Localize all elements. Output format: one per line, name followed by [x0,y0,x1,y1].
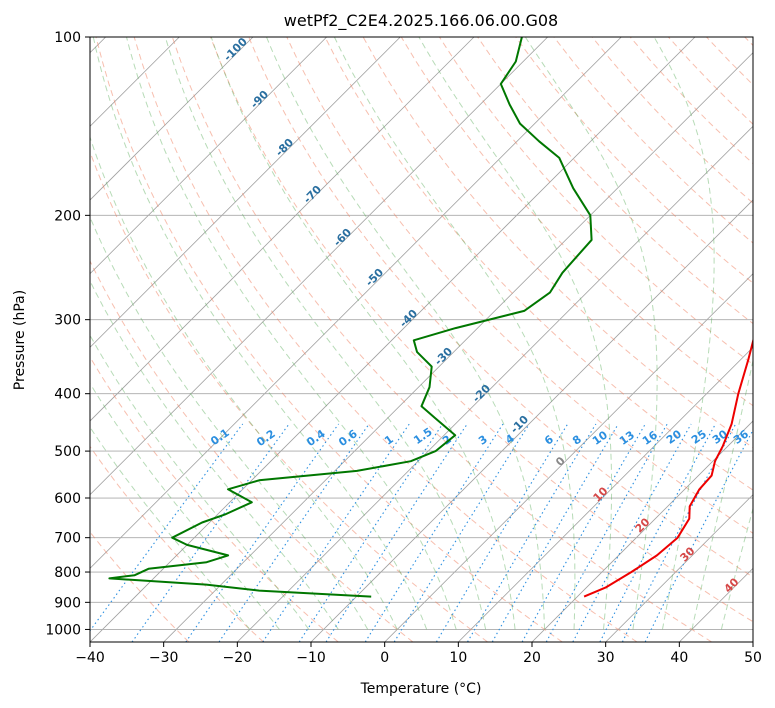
isotherm-line [90,37,548,496]
dry-adiabat-line [90,445,264,642]
moist-adiabat-line [164,37,487,630]
x-tick-label: 0 [380,650,389,666]
moist-adiabat-line [90,426,251,630]
dry-adiabat-line [133,37,638,642]
isotherm-line [90,37,327,275]
mixing-ratio-line [218,423,370,642]
mixing-ratio-line [491,423,619,642]
isotherm-line [605,494,753,642]
moist-adiabat-line [333,37,576,630]
mixing-ratio-line [131,423,290,642]
moist-adiabat-line [653,37,715,630]
x-tick-label: 10 [449,650,467,666]
plot-area: 0.1 0.2 0.4 0.6 1 1.5 2 3 4 6 8 10 13 16 20 25 30 36-100-… [90,37,753,642]
x-tick-label: 20 [523,650,541,666]
moist-adiabat-line [90,382,280,630]
x-tick-label: 40 [670,650,688,666]
isotherm-line [90,37,622,569]
temperature-profile-line [583,337,753,598]
isotherm-line [458,346,753,642]
moist-adiabat-line [90,334,310,630]
chart-title: wetPf2_C2E4.2025.166.06.00.G08 [284,11,558,31]
y-tick-label: 800 [54,565,81,581]
x-tick-label: −30 [149,650,179,666]
x-tick-label: −20 [223,650,253,666]
dry-adiabat-line [286,37,753,534]
dewpoint-profile-line [108,37,593,598]
dry-adiabat-line [210,37,753,623]
y-tick-label: 100 [54,30,81,46]
mixing-ratio-line [435,423,569,642]
isotherm-line [384,273,753,642]
dry-adiabat-line [515,37,753,284]
moist-adiabat-line [524,37,658,630]
isotherm-line [237,125,753,642]
axis-ticks: −40 −30 −20 −10 0 10 20 30 40 50 100 200 300 400 500 60… [45,30,762,666]
dry-adiabat-line [324,37,753,491]
moist-adiabat-line [90,135,398,630]
mixing-ratio-line [298,423,444,642]
moist-adiabat-line [92,37,428,630]
dry-adiabat-line [171,37,712,642]
y-tick-label: 400 [54,387,81,403]
moist-adiabat-line [90,279,339,630]
x-tick-label: −10 [296,650,326,666]
y-tick-label: 700 [54,531,81,547]
x-tick-label: 50 [744,650,762,666]
isotherm-line [90,37,696,642]
y-tick-label: 900 [54,595,81,611]
moist-adiabat-line [266,37,546,630]
mixing-ratio-line [545,423,668,642]
y-tick-label: 1000 [45,622,81,638]
plot-frame [89,36,754,643]
moist-adiabat-line [691,358,753,630]
dry-adiabat-line [90,259,414,642]
isotherm-line [90,37,254,201]
isotherm-line [531,420,753,642]
isotherm-line [90,37,475,422]
x-tick-label: 30 [597,650,615,666]
moist-adiabat-line [210,37,516,630]
y-tick-label: 500 [54,444,81,460]
y-tick-label: 300 [54,313,81,329]
x-tick-label: −40 [75,650,105,666]
x-axis-label: Temperature (°C) [360,681,482,697]
y-tick-label: 600 [54,491,81,507]
moist-adiabat-line [720,506,753,630]
moist-adiabat-line [90,215,369,630]
isotherm-line [163,52,753,642]
dry-adiabat-line [248,37,753,578]
dry-adiabat-line [95,37,563,642]
mixing-ratio-line [467,423,597,642]
y-axis-label: Pressure (hPa) [12,290,28,390]
mixing-ratio-line [90,423,244,632]
moist-adiabat-line [126,37,457,630]
isotherm-line [90,37,401,348]
mixing-ratio-line [262,423,410,642]
y-tick-label: 200 [54,208,81,224]
